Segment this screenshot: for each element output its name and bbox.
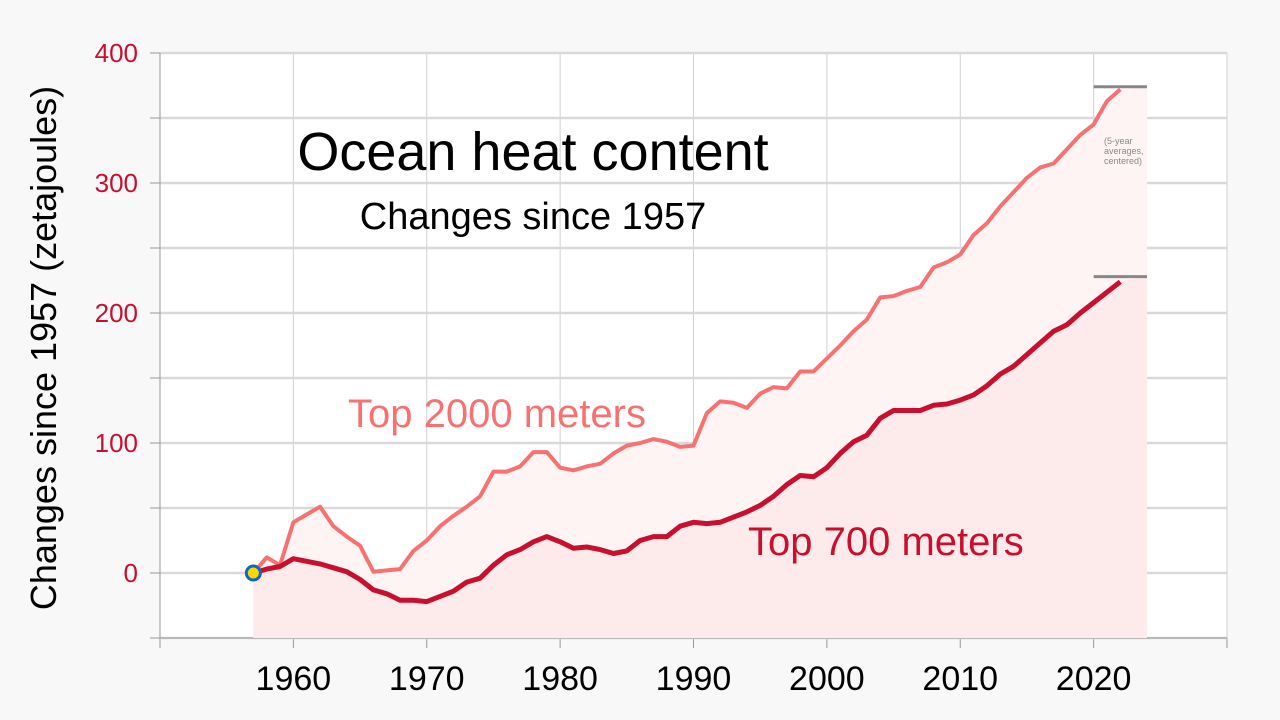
series-label-top-2000: Top 2000 meters bbox=[348, 392, 646, 436]
chart-subtitle: Changes since 1957 bbox=[360, 196, 706, 238]
series-label-top-700: Top 700 meters bbox=[748, 520, 1024, 564]
averaging-note-line: (5-year bbox=[1104, 136, 1133, 146]
y-tick-label: 300 bbox=[95, 168, 138, 198]
averaging-note-line: centered) bbox=[1104, 156, 1142, 166]
y-tick-label: 100 bbox=[95, 428, 138, 458]
start-marker bbox=[246, 566, 260, 580]
y-tick-label: 200 bbox=[95, 298, 138, 328]
x-tick-label: 2000 bbox=[789, 660, 865, 698]
x-tick-label: 2020 bbox=[1056, 660, 1132, 698]
x-tick-label: 1990 bbox=[656, 660, 732, 698]
x-tick-label: 1970 bbox=[389, 660, 465, 698]
x-tick-label: 1980 bbox=[522, 660, 598, 698]
y-axis-label: Changes since 1957 (zetajoules) bbox=[23, 86, 64, 610]
x-tick-label: 2010 bbox=[922, 660, 998, 698]
x-tick-label: 1960 bbox=[256, 660, 332, 698]
y-tick-label: 400 bbox=[95, 38, 138, 68]
y-tick-label: 0 bbox=[124, 558, 138, 588]
chart-title: Ocean heat content bbox=[297, 122, 768, 182]
averaging-note-line: averages, bbox=[1104, 146, 1144, 156]
